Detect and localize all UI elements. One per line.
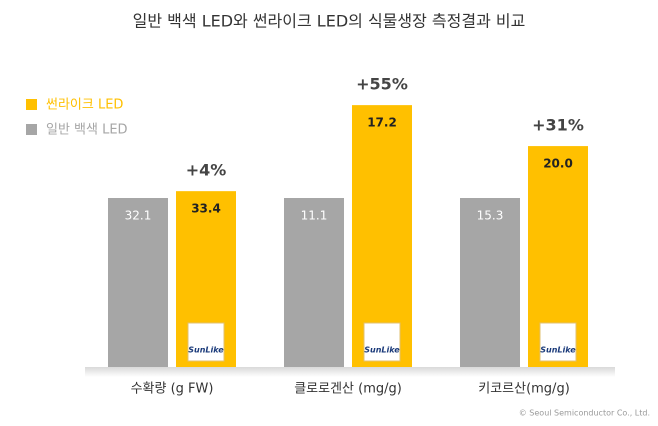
logo-text: SunLike bbox=[364, 346, 400, 355]
footer: © Seoul Semiconductor Co., Ltd. bbox=[519, 409, 650, 418]
x-tick-label: 클로로겐산 (mg/g) bbox=[294, 382, 402, 397]
legend-label: 일반 백색 LED bbox=[46, 123, 128, 138]
logo-text: SunLike bbox=[540, 346, 576, 355]
annotation: +55% bbox=[356, 75, 408, 94]
logo-badge bbox=[363, 322, 401, 362]
floor-shadow bbox=[85, 367, 615, 377]
value-label: 11.1 bbox=[301, 209, 328, 223]
x-tick-label: 수확량 (g FW) bbox=[131, 382, 214, 397]
bar bbox=[460, 198, 520, 367]
logo-badge bbox=[539, 322, 577, 362]
legend-label: 썬라이크 LED bbox=[46, 98, 123, 113]
bar bbox=[284, 198, 344, 367]
value-label: 17.2 bbox=[367, 116, 397, 130]
legend-swatch bbox=[26, 99, 37, 110]
legend-swatch bbox=[26, 124, 37, 135]
x-tick-label: 키코르산(mg/g) bbox=[478, 382, 570, 397]
chart-title: 일반 백색 LED와 썬라이크 LED의 식물생장 측정결과 비교 bbox=[133, 12, 526, 31]
logo-badge bbox=[187, 322, 225, 362]
logo-text: SunLike bbox=[188, 346, 224, 355]
annotation: +31% bbox=[532, 116, 584, 135]
value-label: 15.3 bbox=[477, 209, 504, 223]
annotation: +4% bbox=[186, 161, 227, 180]
value-label: 33.4 bbox=[191, 202, 221, 216]
value-label: 20.0 bbox=[543, 157, 573, 171]
bar bbox=[108, 198, 168, 367]
value-label: 32.1 bbox=[125, 209, 152, 223]
